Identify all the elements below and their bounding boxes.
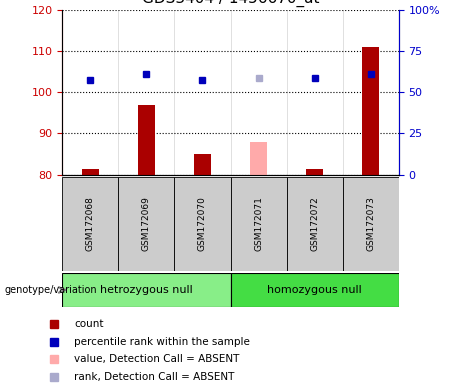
Bar (194, 154, 211, 175)
Bar (230, 273, 399, 307)
Bar (174, 177, 230, 271)
Bar (306, 169, 323, 175)
Bar (62, 273, 230, 307)
Text: GSM172073: GSM172073 (366, 196, 375, 251)
Text: rank, Detection Call = ABSENT: rank, Detection Call = ABSENT (74, 372, 234, 382)
Text: GSM172068: GSM172068 (86, 196, 95, 251)
Bar (82, 169, 99, 175)
Text: count: count (74, 319, 103, 329)
Text: GSM172070: GSM172070 (198, 196, 207, 251)
Bar (250, 142, 267, 175)
Text: homozygous null: homozygous null (267, 285, 362, 295)
Bar (118, 177, 174, 271)
Text: genotype/variation: genotype/variation (5, 285, 97, 295)
Bar (287, 177, 343, 271)
Bar (138, 104, 155, 175)
Bar (343, 177, 399, 271)
Text: hetrozygous null: hetrozygous null (100, 285, 193, 295)
Text: GSM172071: GSM172071 (254, 196, 263, 251)
Text: percentile rank within the sample: percentile rank within the sample (74, 337, 250, 347)
Title: GDS3404 / 1456670_at: GDS3404 / 1456670_at (142, 0, 319, 7)
Text: GSM172069: GSM172069 (142, 196, 151, 251)
Text: GSM172072: GSM172072 (310, 196, 319, 251)
Bar (362, 47, 379, 175)
Bar (230, 177, 287, 271)
Bar (62, 177, 118, 271)
Text: value, Detection Call = ABSENT: value, Detection Call = ABSENT (74, 354, 239, 364)
